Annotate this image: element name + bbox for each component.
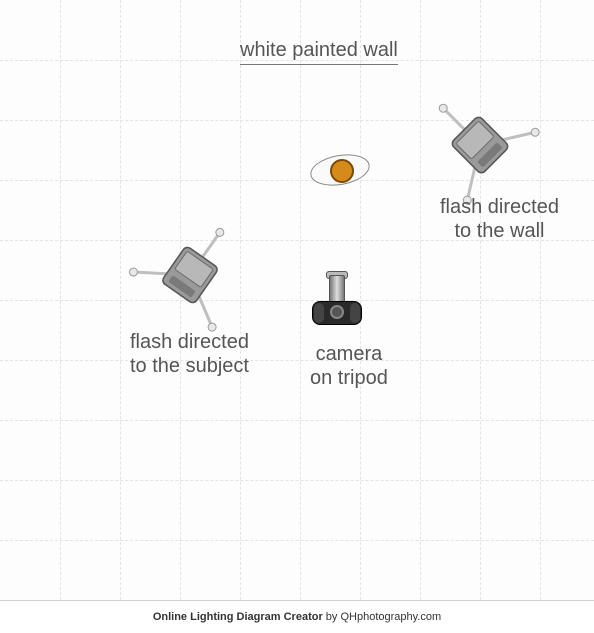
flash-left-label: flash directed to the subject (130, 330, 249, 378)
diagram-canvas: white painted wall flash directed to the… (0, 0, 594, 600)
flash-right-label: flash directed to the wall (440, 195, 559, 243)
grid-line-horizontal (0, 300, 594, 301)
title-label: white painted wall (240, 38, 398, 65)
footer-byline: by QHphotography.com (323, 611, 441, 623)
camera-grip-right (350, 303, 360, 323)
grid-line-horizontal (0, 360, 594, 361)
camera-label-line2: on tripod (310, 367, 388, 389)
flash-left-label-line2: to the subject (130, 355, 249, 377)
flash-left-label-line1: flash directed (130, 331, 249, 353)
subject-head (330, 159, 354, 183)
camera-lens (329, 275, 345, 303)
camera-mount (330, 305, 344, 319)
grid-line-horizontal (0, 540, 594, 541)
flash-right-label-line2: to the wall (454, 220, 544, 242)
grid-line-vertical (60, 0, 61, 600)
grid-line-horizontal (0, 420, 594, 421)
flash-right-label-line1: flash directed (440, 196, 559, 218)
grid-line-horizontal (0, 480, 594, 481)
grid-line-vertical (300, 0, 301, 600)
grid-line-vertical (540, 0, 541, 600)
camera-label-line1: camera (316, 343, 383, 365)
title-text: white painted wall (240, 38, 398, 65)
grid-line-vertical (120, 0, 121, 600)
subject-person[interactable] (310, 155, 370, 191)
flash-left[interactable] (130, 215, 250, 335)
flash-right[interactable] (420, 85, 540, 205)
footer-title: Online Lighting Diagram Creator (153, 611, 323, 623)
camera-label: camera on tripod (310, 342, 388, 390)
camera-on-tripod[interactable] (312, 275, 362, 330)
camera-grip-left (314, 303, 324, 323)
footer: Online Lighting Diagram Creator by QHpho… (0, 600, 594, 633)
